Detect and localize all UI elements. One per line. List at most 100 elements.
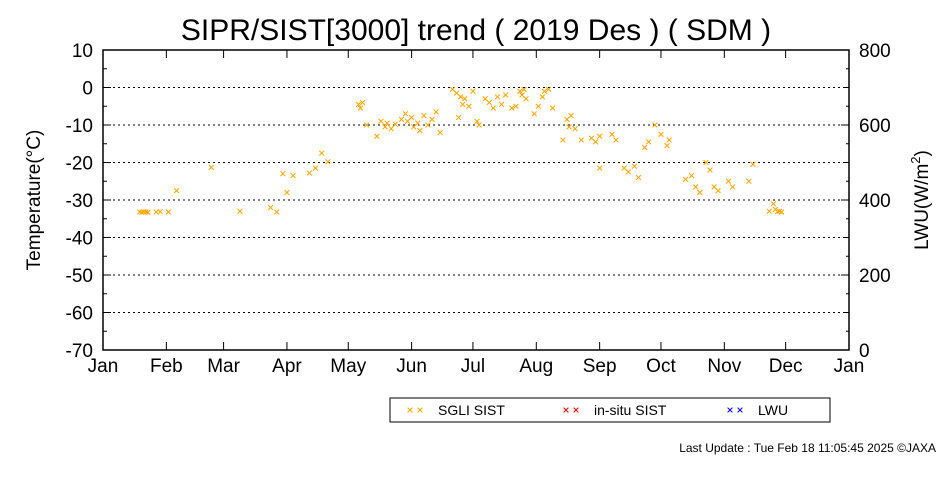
marker-stroke [519, 92, 525, 98]
data-point [707, 167, 713, 173]
data-point [549, 105, 556, 111]
y2-tick-label: 400 [859, 191, 891, 212]
data-point [539, 94, 546, 100]
y-tick-label: -60 [66, 304, 93, 325]
data-point [384, 120, 390, 126]
marker-stroke [707, 167, 713, 173]
data-points [137, 86, 785, 216]
data-point [145, 209, 151, 216]
data-point [141, 208, 147, 215]
y-tick-label: 0 [82, 79, 93, 100]
marker-stroke [470, 88, 476, 95]
x-tick-label: Sep [583, 356, 617, 377]
data-point [457, 94, 464, 100]
data-point [494, 94, 501, 100]
marker-stroke [517, 88, 523, 95]
marker-stroke [494, 94, 501, 100]
x-tick-label: Nov [707, 356, 741, 377]
marker-stroke [729, 184, 736, 190]
marker-stroke [157, 208, 163, 215]
marker-stroke [573, 407, 579, 413]
data-point [523, 95, 529, 102]
data-point [388, 125, 394, 132]
data-point [455, 114, 462, 121]
marker-stroke [208, 164, 215, 171]
y2-tick-label: 200 [859, 266, 891, 287]
marker-stroke [382, 124, 388, 130]
data-point [578, 137, 585, 143]
marker-stroke [267, 204, 274, 211]
marker-stroke [513, 103, 519, 110]
data-point [498, 101, 505, 108]
data-point [173, 187, 180, 194]
marker-stroke [318, 150, 325, 156]
marker-stroke [596, 165, 603, 171]
data-point [596, 165, 603, 171]
data-point [560, 137, 566, 143]
y2-axis-ticks: 800 600 400 200 0 [841, 41, 891, 362]
legend-marker [573, 407, 579, 413]
marker-stroke [658, 131, 664, 138]
marker-stroke [609, 131, 615, 138]
data-point [682, 176, 689, 183]
marker-stroke [325, 158, 331, 165]
marker-stroke [392, 121, 399, 128]
marker-stroke [531, 110, 538, 117]
marker-stroke [374, 133, 380, 140]
data-point [658, 131, 664, 138]
marker-stroke [566, 124, 572, 130]
marker-stroke [578, 137, 585, 143]
data-point [462, 95, 468, 102]
data-point [290, 172, 296, 179]
marker-stroke [621, 165, 627, 171]
data-point [237, 208, 243, 215]
marker-stroke [549, 105, 556, 111]
y2-axis-label-sup: 2 [908, 156, 923, 163]
data-point [545, 86, 552, 93]
marker-stroke [429, 116, 435, 123]
data-point [421, 112, 427, 119]
y-tick-label: -50 [66, 266, 93, 287]
marker-stroke [692, 184, 699, 190]
marker-stroke [482, 95, 488, 102]
marker-stroke [727, 407, 733, 413]
marker-stroke [137, 209, 143, 215]
x-tick-label: Jan [88, 356, 119, 377]
marker-stroke [750, 161, 756, 168]
x-tick-label: Feb [150, 356, 183, 377]
marker-stroke [408, 114, 415, 121]
data-point [318, 150, 325, 156]
data-point [725, 178, 732, 185]
marker-stroke [359, 99, 366, 106]
marker-stroke [273, 209, 280, 215]
y2-tick-label: 0 [859, 341, 870, 362]
marker-stroke [425, 122, 431, 128]
marker-stroke [535, 103, 542, 110]
marker-stroke [631, 163, 638, 170]
marker-stroke [697, 189, 703, 196]
y-tick-label: -40 [66, 229, 93, 250]
data-point [433, 109, 439, 115]
data-point [688, 172, 695, 179]
data-point [359, 99, 366, 106]
data-point [466, 103, 472, 110]
data-point [729, 184, 736, 190]
y-tick-label: -70 [66, 341, 93, 362]
data-point [143, 209, 149, 215]
marker-stroke [433, 109, 439, 115]
data-point [541, 88, 548, 95]
marker-stroke [770, 200, 777, 207]
data-point [437, 129, 443, 136]
marker-stroke [545, 86, 552, 93]
data-point [374, 133, 380, 140]
marker-stroke [143, 209, 149, 215]
x-tick-label: Jul [461, 356, 485, 377]
data-point [208, 164, 215, 171]
legend-marker [727, 407, 733, 413]
marker-stroke [778, 209, 785, 215]
data-point [429, 116, 435, 123]
marker-stroke [306, 170, 313, 176]
data-point [566, 124, 572, 130]
y2-tick-label: 800 [859, 41, 891, 62]
data-point [273, 209, 280, 215]
